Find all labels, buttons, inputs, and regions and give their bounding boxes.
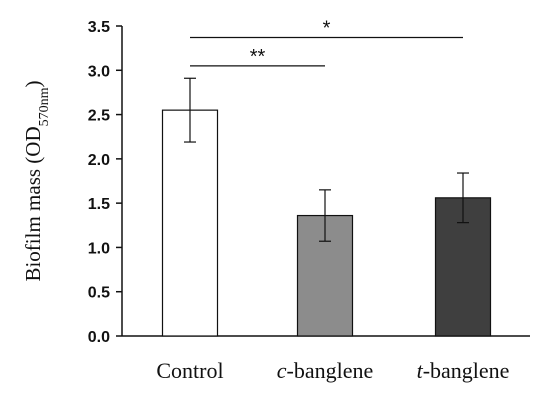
category-label-italic: c [277, 358, 287, 383]
category-label: c-banglene [277, 358, 374, 383]
category-label-italic: t [417, 358, 424, 383]
y-tick-label: 2.0 [88, 152, 110, 169]
bars-group [161, 109, 492, 337]
y-tick-label: 2.5 [88, 108, 110, 125]
category-label: t-banglene [417, 358, 510, 383]
significance-label: * [323, 18, 331, 40]
category-label-text: -banglene [423, 358, 510, 383]
y-tick-label: 3.0 [88, 63, 110, 80]
category-label-text: Control [156, 358, 223, 383]
category-label-text: -banglene [287, 358, 374, 383]
y-tick-label: 0.5 [88, 285, 110, 302]
y-ticks-group: 0.0 0.5 1.0 1.5 2.0 2.5 3.0 3.5 [88, 19, 122, 346]
error-bars-group [184, 77, 469, 242]
y-tick-label: 1.5 [88, 196, 110, 213]
category-labels-group: Control c-banglene t-banglene [156, 358, 509, 383]
y-axis-label-subscript: 570nm [37, 87, 52, 126]
y-tick-label: 1.0 [88, 240, 110, 257]
y-tick-label: 0.0 [88, 329, 110, 346]
significance-label: ** [250, 46, 266, 68]
category-label: Control [156, 358, 223, 383]
y-axis-label: Biofilm mass (OD570nm) [21, 80, 52, 281]
bar [161, 109, 219, 337]
y-axis-label-close: ) [21, 80, 45, 87]
y-tick-label: 3.5 [88, 19, 110, 36]
significance-group: *** [190, 18, 463, 68]
y-axis-label-main: Biofilm mass (OD [21, 126, 45, 281]
